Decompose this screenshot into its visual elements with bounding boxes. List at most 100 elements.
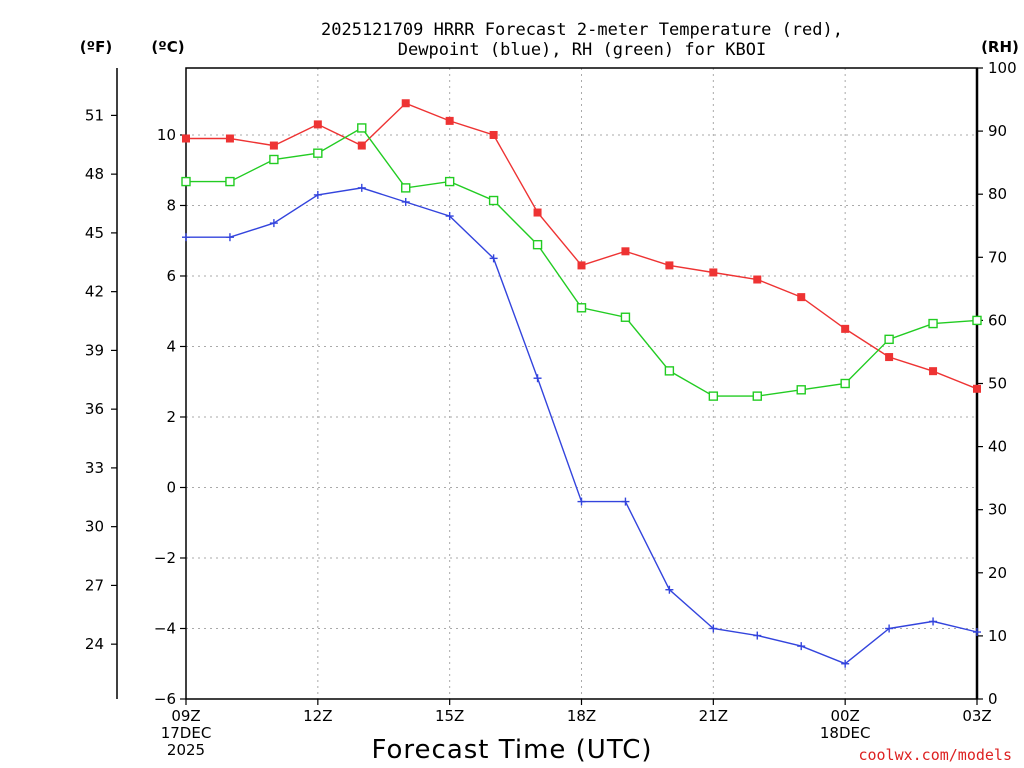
celsius-tick-label: 4 — [166, 337, 176, 355]
celsius-tick-label: −4 — [154, 619, 176, 637]
dewpoint-point — [885, 624, 894, 633]
rh-point — [269, 154, 279, 165]
temperature-point — [841, 324, 850, 333]
dewpoint-point — [489, 254, 498, 263]
dewpoint-point — [533, 374, 542, 383]
dewpoint-point — [797, 642, 806, 651]
celsius-tick-label: −6 — [154, 690, 176, 708]
x-tick-label: 03Z — [962, 707, 991, 725]
credit-text: coolwx.com/models — [858, 746, 1012, 764]
temperature-point — [929, 367, 938, 376]
rh-tick-label: 100 — [988, 59, 1017, 77]
rh-point — [357, 123, 367, 133]
x-tick-label: 2025 — [167, 741, 205, 759]
temperature-point — [577, 261, 586, 270]
rh-point — [840, 378, 850, 389]
temperature-point — [533, 208, 542, 217]
x-tick-label: 15Z — [435, 707, 464, 725]
rh-point — [796, 385, 806, 395]
fahrenheit-tick-label: 42 — [85, 283, 104, 301]
dewpoint-point — [269, 219, 278, 228]
dewpoint-point — [753, 631, 762, 640]
temperature-point — [401, 99, 410, 108]
dewpoint-point — [357, 183, 366, 192]
x-tick-label: 18Z — [567, 707, 596, 725]
fahrenheit-tick-label: 45 — [85, 224, 104, 242]
x-tick-label: 09Z — [171, 707, 200, 725]
axes: −6−4−20246810242730333639424548510102030… — [85, 59, 1017, 759]
rh-tick-label: 40 — [988, 438, 1007, 456]
rh-point — [488, 195, 499, 206]
dewpoint-point — [182, 233, 190, 242]
rh-point — [444, 176, 455, 187]
temperature-point — [885, 353, 894, 362]
chart-title-line-2: Dewpoint (blue), RH (green) for KBOI — [398, 40, 766, 60]
fahrenheit-tick-label: 24 — [85, 635, 104, 653]
fahrenheit-tick-label: 48 — [85, 165, 104, 183]
rh-tick-label: 50 — [988, 375, 1007, 393]
temperature-point — [313, 120, 322, 129]
rh-point — [225, 176, 235, 187]
rh-tick-label: 10 — [988, 627, 1007, 645]
temperature-point — [709, 268, 718, 277]
celsius-tick-label: 2 — [166, 408, 176, 426]
temperature-point — [665, 261, 674, 270]
fahrenheit-tick-label: 27 — [85, 576, 104, 594]
dewpoint-line — [186, 187, 978, 665]
fahrenheit-tick-label: 39 — [85, 341, 104, 359]
dewpoint-point — [225, 233, 234, 242]
x-tick-label: 12Z — [303, 707, 332, 725]
rh-point — [181, 176, 191, 187]
rh-tick-label: 30 — [988, 501, 1007, 519]
temperature-point — [797, 293, 806, 302]
dewpoint-point — [665, 585, 674, 594]
fahrenheit-tick-label: 33 — [85, 459, 104, 477]
dewpoint-point — [313, 190, 322, 199]
dewpoint-point — [577, 497, 586, 506]
dewpoint-point — [841, 659, 850, 668]
rh-tick-label: 70 — [988, 248, 1007, 266]
rh-point — [532, 239, 543, 250]
rh-tick-label: 20 — [988, 564, 1007, 582]
x-tick-label: 17DEC — [161, 724, 212, 742]
x-tick-label: 18DEC — [820, 724, 871, 742]
celsius-tick-label: 6 — [166, 267, 176, 285]
rh-point — [313, 148, 323, 158]
chart-title-line-1: 2025121709 HRRR Forecast 2-meter Tempera… — [321, 20, 843, 40]
plot-frame — [185, 67, 978, 700]
dewpoint-point — [401, 197, 410, 206]
temperature-point — [445, 116, 454, 125]
celsius-tick-label: −2 — [154, 549, 176, 567]
fahrenheit-tick-label: 51 — [85, 106, 104, 124]
dewpoint-point — [445, 212, 454, 221]
dewpoint-point — [929, 617, 938, 626]
temperature-point — [357, 141, 366, 150]
rh-unit-label: (RH) — [981, 38, 1019, 56]
temperature-point — [753, 275, 762, 284]
temperature-point — [973, 384, 981, 393]
rh-point — [884, 334, 894, 345]
temperature-point — [182, 134, 190, 143]
rh-tick-label: 80 — [988, 185, 1007, 203]
dewpoint-point — [709, 624, 718, 633]
rh-point — [401, 183, 411, 193]
temperature-point — [621, 247, 630, 256]
x-tick-label: 21Z — [699, 707, 728, 725]
dewpoint-point — [621, 497, 630, 506]
rh-point — [928, 318, 938, 329]
rh-tick-label: 60 — [988, 311, 1007, 329]
rh-point — [752, 391, 762, 401]
celsius-tick-label: 10 — [157, 126, 176, 144]
rh-tick-label: 90 — [988, 122, 1007, 140]
rh-point — [708, 391, 719, 401]
fahrenheit-unit-label: (ºF) — [80, 38, 112, 56]
grid-lines — [186, 68, 977, 699]
fahrenheit-tick-label: 30 — [85, 518, 104, 536]
celsius-tick-label: 8 — [166, 196, 176, 214]
rh-point — [972, 315, 982, 326]
rh-point — [620, 312, 631, 322]
temperature-point — [225, 134, 234, 143]
temperature-point — [269, 141, 278, 150]
series-layer — [181, 99, 982, 668]
